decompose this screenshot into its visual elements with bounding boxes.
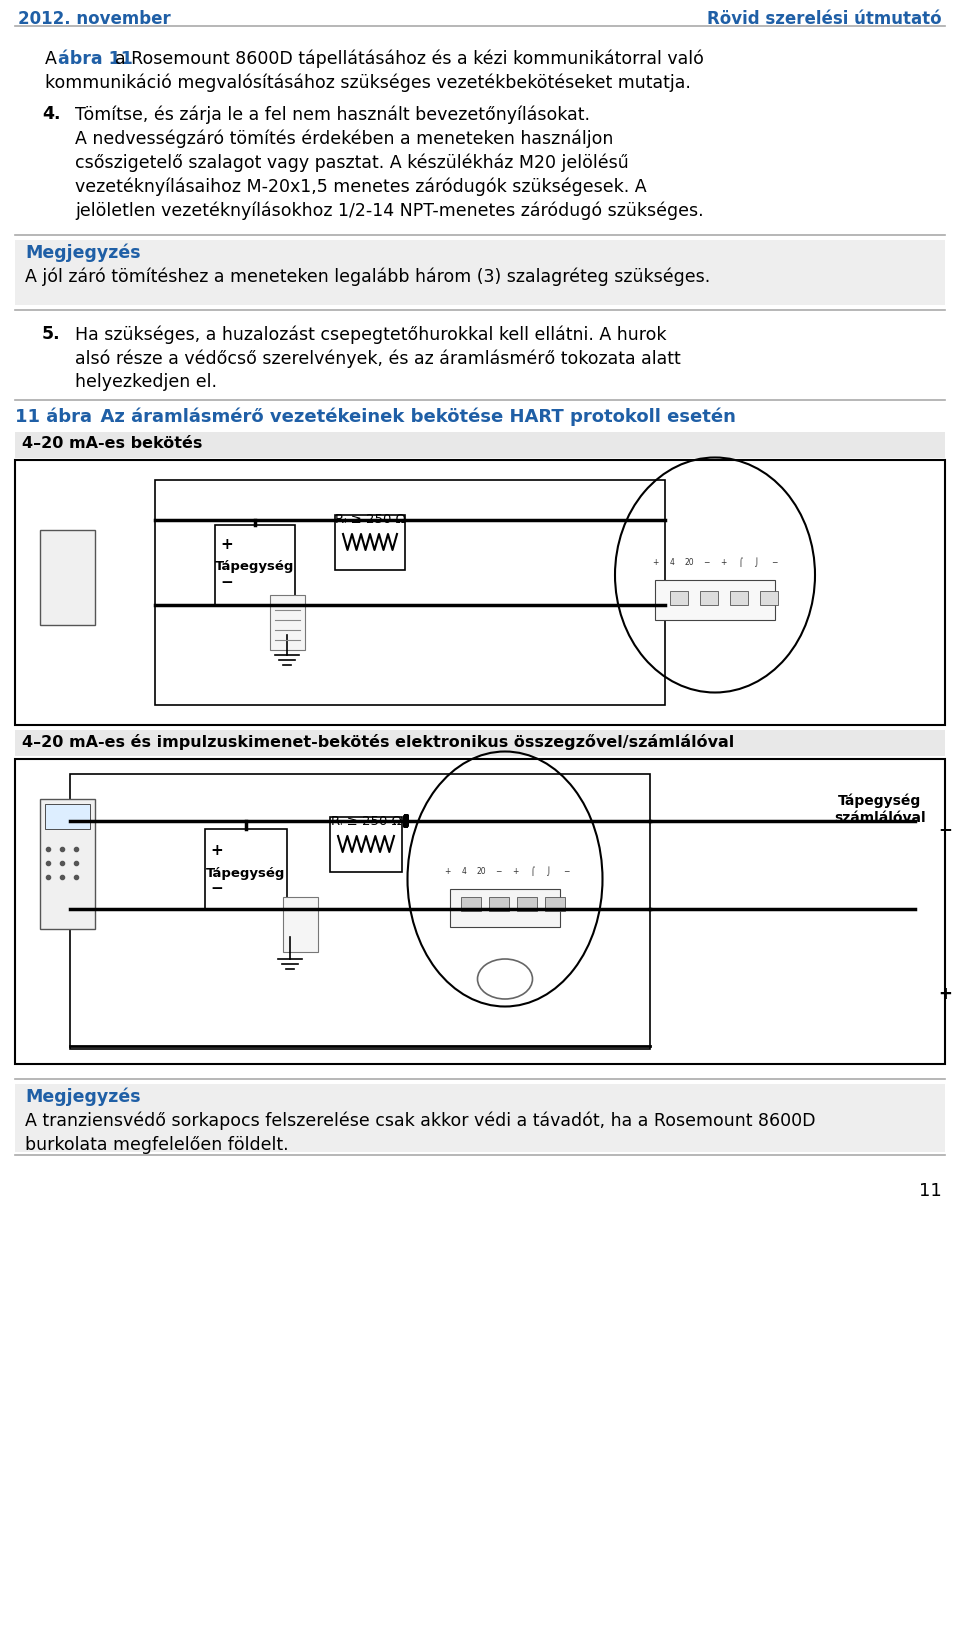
Bar	[155, 479, 665, 705]
Bar	[15, 730, 945, 756]
Text: A jól záró tömítéshez a meneteken legalább három (3) szalagréteg szükséges.: A jól záró tömítéshez a meneteken legalá…	[25, 268, 710, 287]
Text: +: +	[938, 985, 952, 1003]
Bar	[489, 898, 509, 911]
Text: alsó része a védőcső szerelvények, és az áramlásmérő tokozata alatt: alsó része a védőcső szerelvények, és az…	[75, 349, 681, 367]
Bar	[760, 591, 778, 604]
Bar	[545, 898, 565, 911]
Text: Megjegyzés: Megjegyzés	[25, 1089, 140, 1107]
Text: −: −	[563, 866, 569, 876]
Text: csőszigetelő szalagot vagy pasztat. A készülékház M20 jelölésű: csőszigetelő szalagot vagy pasztat. A ké…	[75, 153, 629, 171]
Bar	[330, 817, 402, 871]
Bar	[205, 828, 287, 909]
Text: a Rosemount 8600D tápellátásához és a kézi kommunikátorral való: a Rosemount 8600D tápellátásához és a ké…	[115, 49, 704, 69]
Text: Megjegyzés: Megjegyzés	[25, 244, 140, 262]
Text: Rövid szerelési útmutató: Rövid szerelési útmutató	[708, 10, 942, 28]
Text: −: −	[210, 881, 223, 896]
Bar	[700, 591, 718, 604]
Bar	[15, 759, 945, 1064]
Text: +: +	[220, 537, 232, 552]
Text: Tápegység
számlálóval: Tápegység számlálóval	[834, 794, 925, 825]
Text: A tranziensvédő sorkapocs felszerelése csak akkor védi a távadót, ha a Rosemount: A tranziensvédő sorkapocs felszerelése c…	[25, 1112, 815, 1130]
Text: 4.: 4.	[42, 105, 60, 124]
Bar	[215, 525, 295, 604]
Text: 4: 4	[462, 866, 467, 876]
Text: ⌡: ⌡	[755, 557, 759, 567]
Bar	[335, 516, 405, 570]
Text: 5.: 5.	[42, 324, 60, 343]
Bar	[15, 1084, 945, 1151]
Text: 4–20 mA-es és impulzuskimenet-bekötés elektronikus összegzővel/számlálóval: 4–20 mA-es és impulzuskimenet-bekötés el…	[22, 735, 734, 749]
Text: 11 ábra: 11 ábra	[15, 408, 92, 427]
Bar	[270, 595, 305, 651]
Text: ábra 11: ábra 11	[58, 49, 132, 68]
Text: +: +	[210, 843, 223, 858]
Bar	[655, 580, 775, 619]
Bar	[40, 530, 95, 624]
Text: +: +	[652, 558, 659, 567]
Text: Rₗ ≥ 250 Ω: Rₗ ≥ 250 Ω	[335, 512, 405, 525]
Text: A nedvességzáró tömítés érdekében a meneteken használjon: A nedvességzáró tömítés érdekében a mene…	[75, 128, 613, 148]
Text: −: −	[771, 558, 778, 567]
Text: 11: 11	[920, 1183, 942, 1201]
Bar	[283, 898, 318, 952]
Text: +: +	[720, 558, 726, 567]
Text: +: +	[444, 866, 450, 876]
Text: −: −	[220, 575, 232, 590]
Bar	[517, 898, 537, 911]
Bar	[730, 591, 748, 604]
Text: −: −	[938, 820, 952, 838]
Text: 4: 4	[669, 558, 675, 567]
Text: −: −	[494, 866, 501, 876]
Text: ⌠: ⌠	[738, 557, 742, 567]
Text: Tömítse, és zárja le a fel nem használt bevezetőnyílásokat.: Tömítse, és zárja le a fel nem használt …	[75, 105, 590, 124]
Bar	[40, 799, 95, 929]
Bar	[450, 889, 560, 927]
Text: 20: 20	[684, 558, 694, 567]
Text: Tápegység: Tápegység	[215, 560, 295, 573]
Text: Tápegység: Tápegység	[206, 866, 286, 879]
Text: helyezkedjen el.: helyezkedjen el.	[75, 372, 217, 390]
Text: 20: 20	[476, 866, 486, 876]
Bar	[15, 460, 945, 725]
Text: ⌡: ⌡	[547, 866, 551, 876]
Text: vezetéknyílásaihoz M-20x1,5 menetes záródugók szükségesek. A: vezetéknyílásaihoz M-20x1,5 menetes záró…	[75, 176, 647, 196]
Text: Az áramlásmérő vezetékeinek bekötése HART protokoll esetén: Az áramlásmérő vezetékeinek bekötése HAR…	[88, 408, 736, 427]
Text: +: +	[512, 866, 518, 876]
Bar	[825, 789, 935, 838]
Text: Rₗ ≥ 250 Ω: Rₗ ≥ 250 Ω	[330, 815, 401, 828]
Text: 2012. november: 2012. november	[18, 10, 171, 28]
Bar	[670, 591, 688, 604]
Text: jelöletlen vezetéknyílásokhoz 1/2-14 NPT-menetes záródugó szükséges.: jelöletlen vezetéknyílásokhoz 1/2-14 NPT…	[75, 201, 704, 219]
Bar	[45, 804, 90, 828]
Text: burkolata megfelelően földelt.: burkolata megfelelően földelt.	[25, 1136, 289, 1155]
Text: Ha szükséges, a huzalozást csepegtetőhurokkal kell ellátni. A hurok: Ha szükséges, a huzalozást csepegtetőhur…	[75, 324, 666, 344]
Bar	[15, 240, 945, 305]
Text: 4–20 mA-es bekötés: 4–20 mA-es bekötés	[22, 436, 203, 451]
Text: A: A	[45, 49, 62, 68]
Text: kommunikáció megvalósításához szükséges vezetékbekötéseket mutatja.: kommunikáció megvalósításához szükséges …	[45, 74, 691, 92]
Bar	[461, 898, 481, 911]
Bar	[15, 432, 945, 458]
Text: ⌠: ⌠	[530, 866, 534, 876]
Bar	[70, 774, 650, 1049]
Text: −: −	[703, 558, 709, 567]
